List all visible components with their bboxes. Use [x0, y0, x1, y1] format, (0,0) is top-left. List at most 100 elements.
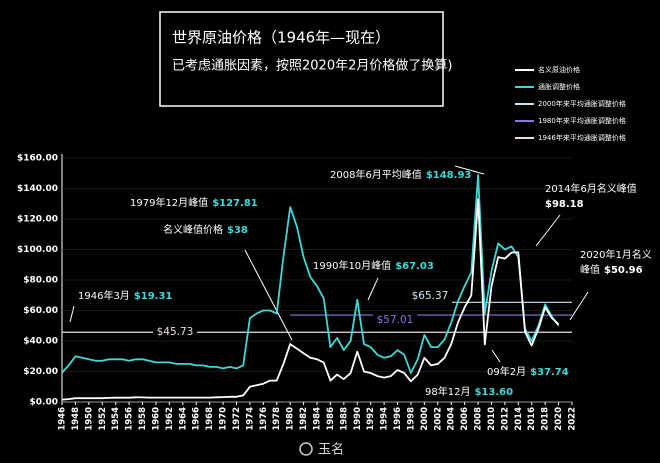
annotation-value: $19.31 [134, 291, 173, 302]
annotation-text: 2020年1月名义 [580, 248, 652, 261]
annotation: 1946年3月 $19.31 [78, 289, 172, 302]
reference-label: $45.73 [157, 326, 194, 338]
annotation: 98年12月 $13.60 [425, 385, 513, 398]
x-tick-label: 1968 [205, 407, 215, 431]
y-tick-label: $100.00 [17, 245, 58, 255]
legend-label: 名义原油价格 [538, 65, 580, 74]
annotation-text: 98年12月 [425, 385, 470, 398]
y-tick-label: $120.00 [17, 215, 58, 225]
annotation: 峰值 $50.96 [580, 263, 643, 276]
x-tick-label: 1952 [98, 407, 108, 431]
annotation: 2014年6月名义峰值 [545, 182, 637, 195]
x-tick-label: 1998 [406, 407, 416, 431]
y-tick-label: $140.00 [17, 184, 58, 194]
x-tick-label: 1950 [84, 407, 94, 431]
x-tick-label: 1984 [313, 407, 323, 431]
chart-subtitle: 已考虑通胀因素，按照2020年2月价格做了换算) [172, 58, 452, 74]
arrow [569, 291, 589, 321]
reference-label: $57.01 [377, 314, 414, 326]
annotation-value: $67.03 [395, 261, 434, 272]
x-tick-label: 1990 [353, 407, 363, 431]
annotation-value: $38 [227, 225, 248, 236]
watermark: 玉名 [318, 442, 344, 458]
y-tick-label: $0.00 [30, 398, 58, 408]
annotation-value: $98.18 [545, 199, 584, 210]
annotation: 1979年12月峰值 $127.81 [130, 196, 258, 209]
x-tick-label: 1970 [219, 407, 229, 431]
x-tick-label: 1948 [71, 407, 81, 431]
annotation: $98.18 [545, 199, 584, 210]
annotation-value: $37.74 [530, 367, 569, 378]
arrow [454, 165, 485, 175]
arrow [535, 214, 561, 247]
watermark-icon [299, 442, 313, 456]
arrow [69, 305, 75, 323]
x-tick-label: 1960 [151, 407, 161, 431]
x-tick-label: 1972 [232, 407, 242, 431]
x-tick-label: 1982 [299, 407, 309, 431]
x-tick-label: 1974 [245, 407, 255, 431]
x-tick-label: 1994 [380, 407, 390, 431]
x-tick-label: 2008 [474, 407, 484, 431]
annotation: 1990年10月峰值 $67.03 [313, 259, 434, 272]
x-tick-label: 2018 [541, 407, 551, 431]
arrow [244, 249, 293, 341]
annotation-arrows [69, 165, 589, 363]
x-tick-label: 2004 [447, 407, 457, 431]
annotation-value: $13.60 [474, 387, 513, 398]
legend-label: 1980年来平均通胀调整价格 [538, 116, 626, 125]
y-tick-label: $40.00 [23, 337, 58, 347]
x-tick-label: 1956 [125, 407, 135, 431]
annotation: 09年2月 $37.74 [487, 365, 569, 378]
title-box [159, 11, 444, 107]
chart-title: 世界原油价格（1946年—现在） [172, 29, 390, 47]
y-tick-label: $80.00 [23, 276, 58, 286]
reference-label: $65.37 [412, 290, 449, 302]
series-line [61, 198, 560, 401]
annotation-value: $127.81 [212, 198, 258, 209]
x-tick-label: 2016 [527, 407, 537, 431]
label-bg [373, 313, 417, 327]
x-tick-label: 1962 [165, 407, 175, 431]
annotation-text: 名义峰值价格 [163, 223, 223, 236]
x-tick-label: 2006 [460, 407, 470, 431]
x-tick-label: 2012 [500, 407, 510, 431]
y-tick-label: $20.00 [23, 367, 58, 377]
x-tick-label: 1980 [286, 407, 296, 431]
arrow [491, 349, 501, 363]
x-tick-label: 2014 [514, 407, 524, 431]
x-tick-label: 1986 [326, 407, 336, 431]
x-tick-label: 1958 [138, 407, 148, 431]
annotation-text: 1979年12月峰值 [130, 196, 208, 209]
legend-label: 1946年来平均通胀调整价格 [538, 133, 626, 142]
legend-label: 2000年来平均通胀调整价格 [538, 99, 626, 108]
series-line [61, 174, 560, 374]
x-tick-label: 1996 [393, 407, 403, 431]
x-tick-label: 1964 [178, 407, 188, 431]
annotation: 2008年6月平均峰值 $148.93 [330, 168, 471, 181]
annotation: 2020年1月名义 [580, 248, 652, 261]
x-tick-label: 1966 [192, 407, 202, 431]
annotation-value: $148.93 [426, 170, 472, 181]
label-bg [153, 325, 197, 339]
label-bg [408, 289, 452, 303]
annotation-text: 2014年6月名义峰值 [545, 182, 637, 195]
annotation-value: $50.96 [604, 265, 643, 276]
annotation-text: 峰值 [580, 263, 600, 276]
legend-label: 通胀调整价格 [538, 82, 580, 91]
x-tick-label: 1976 [259, 407, 269, 431]
x-tick-label: 1988 [339, 407, 349, 431]
y-tick-label: $60.00 [23, 306, 58, 316]
annotation-text: 2008年6月平均峰值 [330, 168, 422, 181]
annotation: 名义峰值价格 $38 [163, 223, 248, 236]
x-tick-label: 2020 [554, 407, 564, 431]
annotation-text: 09年2月 [487, 365, 526, 378]
x-tick-label: 2002 [433, 407, 443, 431]
x-tick-label: 2022 [568, 407, 578, 431]
arrow [367, 277, 379, 301]
y-tick-label: $160.00 [17, 154, 58, 164]
x-tick-label: 2010 [487, 407, 497, 431]
x-tick-label: 2000 [420, 407, 430, 431]
